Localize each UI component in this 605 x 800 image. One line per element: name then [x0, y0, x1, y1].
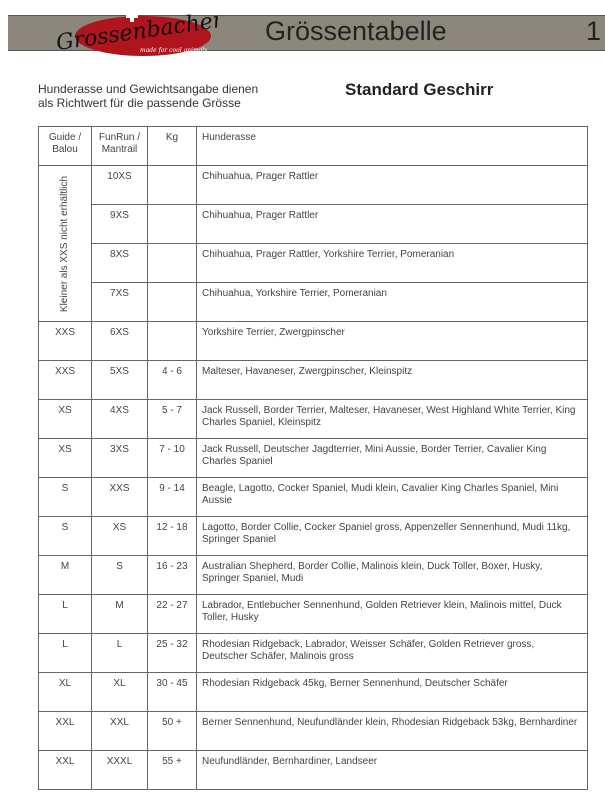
breed-list: Beagle, Lagotto, Cocker Spaniel, Mudi kl… [196, 477, 588, 517]
table-row: L L 25 - 32 Rhodesian Ridgeback, Labrador, … [38, 633, 588, 673]
section-title: Standard Geschirr [345, 80, 494, 99]
weight-range: 5 - 7 [147, 399, 197, 439]
guide-size: XXL [38, 750, 92, 790]
table-row: L M 22 - 27 Labrador, Entlebucher Sennenhun… [38, 594, 588, 634]
weight-range [147, 243, 197, 283]
breed-list: Chihuahua, Prager Rattler [196, 165, 588, 205]
funrun-size: XXL [91, 711, 148, 751]
breed-list: Labrador, Entlebucher Sennenhund, Golden… [196, 594, 588, 634]
weight-range: 50 + [147, 711, 197, 751]
header-funrun: FunRun / Mantrail [91, 126, 148, 166]
table-row: 9XS Chihuahua, Prager Rattler [39, 204, 588, 244]
breed-list: Chihuahua, Prager Rattler [196, 204, 588, 244]
weight-range: 25 - 32 [147, 633, 197, 673]
weight-range: 9 - 14 [147, 477, 197, 517]
table-row: Kleiner als XXS nicht erhältlich 10XS Chih… [38, 165, 588, 322]
funrun-size: 8XS [91, 243, 148, 283]
intro-line: Hunderasse und Gewichtsangabe dienen [38, 82, 259, 96]
table-row: XXS 6XS Yorkshire Terrier, Zwergpinscher [38, 321, 588, 361]
brand-logo: Grossenbacher made for cool animals [55, 8, 218, 56]
weight-range: 12 - 18 [147, 516, 197, 556]
breed-list: Berner Sennenhund, Neufundländer klein, … [196, 711, 588, 751]
funrun-size: 5XS [91, 360, 148, 400]
intro-text: Hunderasse und Gewichtsangabe dienen als… [38, 82, 258, 110]
guide-size: XXL [38, 711, 92, 751]
funrun-size: 10XS [91, 165, 148, 205]
table-row: XXL XXL 50 + Berner Sennenhund, Neufundländ… [38, 711, 588, 751]
svg-text:made for cool animals: made for cool animals [140, 47, 207, 54]
guide-size: L [38, 633, 92, 673]
note-text: Kleiner als XXS nicht erhältlich [59, 175, 70, 312]
guide-size: XS [38, 438, 92, 478]
weight-range: 7 - 10 [147, 438, 197, 478]
table-row: S XXS 9 - 14 Beagle, Lagotto, Cocker Spanie… [38, 477, 588, 517]
weight-range [147, 204, 197, 244]
guide-size: XXS [38, 321, 92, 361]
not-available-note: Kleiner als XXS nicht erhältlich [38, 165, 92, 322]
weight-range: 16 - 23 [147, 555, 197, 595]
header-kg: Kg [147, 126, 197, 166]
header-breed: Hunderasse [196, 126, 588, 166]
guide-size: L [38, 594, 92, 634]
breed-list: Malteser, Havaneser, Zwergpinscher, Klei… [196, 360, 588, 400]
table-row: XS 4XS 5 - 7 Jack Russell, Border Terrier, … [38, 399, 588, 439]
table-row: XXL XXXL 55 + Neufundländer, Bernhardiner, … [38, 750, 588, 790]
guide-size: XS [38, 399, 92, 439]
guide-size: XL [38, 672, 92, 712]
weight-range [147, 321, 197, 361]
funrun-size: 9XS [91, 204, 148, 244]
funrun-size: 7XS [91, 282, 148, 322]
breed-list: Yorkshire Terrier, Zwergpinscher [196, 321, 588, 361]
guide-size: XXS [38, 360, 92, 400]
breed-list: Rhodesian Ridgeback 45kg, Berner Sennenh… [196, 672, 588, 712]
guide-size: M [38, 555, 92, 595]
table-row: XL XL 30 - 45 Rhodesian Ridgeback 45kg, Ber… [38, 672, 588, 712]
breed-list: Neufundländer, Bernhardiner, Landseer [196, 750, 588, 790]
funrun-size: S [91, 555, 148, 595]
funrun-size: M [91, 594, 148, 634]
breed-list: Rhodesian Ridgeback, Labrador, Weisser S… [196, 633, 588, 673]
breed-list: Lagotto, Border Collie, Cocker Spaniel g… [196, 516, 588, 556]
table-row: M S 16 - 23 Australian Shepherd, Border Col… [38, 555, 588, 595]
weight-range [147, 282, 197, 322]
table-row: XXS 5XS 4 - 6 Malteser, Havaneser, Zwergpin… [38, 360, 588, 400]
guide-size: S [38, 477, 92, 517]
funrun-size: XXS [91, 477, 148, 517]
size-table: Guide / Balou FunRun / Mantrail Kg Hunde… [38, 126, 588, 790]
breed-list: Chihuahua, Yorkshire Terrier, Pomeranian [196, 282, 588, 322]
table-row: S XS 12 - 18 Lagotto, Border Collie, Cocker… [38, 516, 588, 556]
table-row: XS 3XS 7 - 10 Jack Russell, Deutscher Jagdt… [38, 438, 588, 478]
funrun-size: XXXL [91, 750, 148, 790]
funrun-size: 3XS [91, 438, 148, 478]
breed-list: Australian Shepherd, Border Collie, Mali… [196, 555, 588, 595]
breed-list: Jack Russell, Border Terrier, Malteser, … [196, 399, 588, 439]
weight-range: 4 - 6 [147, 360, 197, 400]
table-row: 7XS Chihuahua, Yorkshire Terrier, Pomeran… [39, 282, 588, 322]
weight-range: 30 - 45 [147, 672, 197, 712]
header-guide: Guide / Balou [38, 126, 92, 166]
page-title: Grössentabelle [265, 16, 447, 46]
intro-line: als Richtwert für die passende Grösse [38, 96, 241, 110]
breed-list: Chihuahua, Prager Rattler, Yorkshire Ter… [196, 243, 588, 283]
guide-size: S [38, 516, 92, 556]
page-number: 1 [586, 16, 602, 46]
funrun-size: 4XS [91, 399, 148, 439]
table-header-row: Guide / Balou FunRun / Mantrail Kg Hunde… [38, 126, 588, 166]
table-row: 8XS Chihuahua, Prager Rattler, Yorkshire … [39, 243, 588, 283]
funrun-size: L [91, 633, 148, 673]
funrun-size: XL [91, 672, 148, 712]
breed-list: Jack Russell, Deutscher Jagdterrier, Min… [196, 438, 588, 478]
funrun-size: XS [91, 516, 148, 556]
weight-range: 22 - 27 [147, 594, 197, 634]
weight-range: 55 + [147, 750, 197, 790]
funrun-size: 6XS [91, 321, 148, 361]
weight-range [147, 165, 197, 205]
